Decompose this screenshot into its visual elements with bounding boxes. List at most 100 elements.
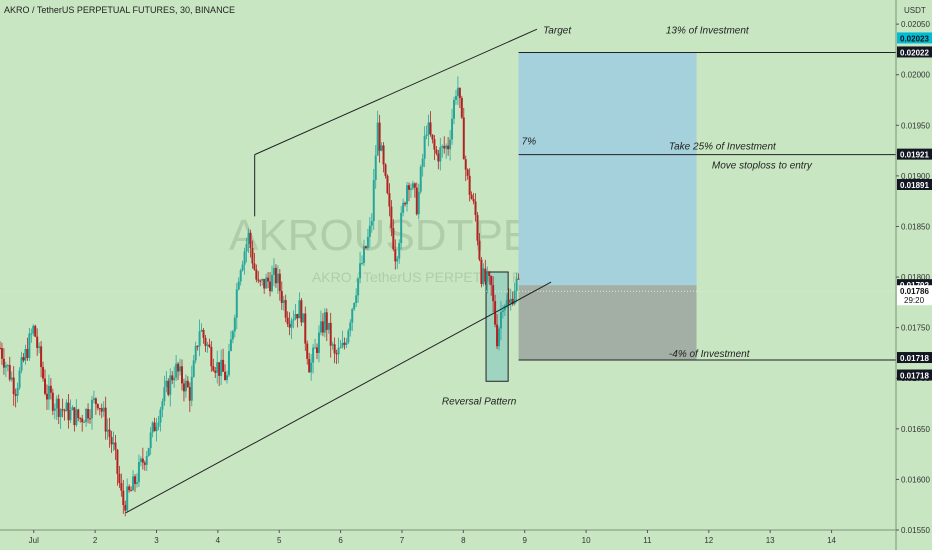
candle-body <box>284 300 287 318</box>
candle-body <box>216 362 219 373</box>
candle-body <box>147 448 150 456</box>
candle-body <box>132 476 135 491</box>
candle-body <box>220 359 223 376</box>
candle-body <box>59 409 62 417</box>
candle-body <box>47 385 50 400</box>
candle-body <box>456 87 459 96</box>
candle-body <box>177 363 180 372</box>
candle-body <box>458 87 461 98</box>
candle-body <box>26 348 29 358</box>
candle-body <box>85 408 88 422</box>
candle-body <box>490 276 493 286</box>
candle-body <box>415 187 418 215</box>
price-label-box <box>897 32 932 44</box>
price-label-box <box>897 178 932 190</box>
candle-body <box>114 442 117 450</box>
candle-body <box>90 399 93 419</box>
candle-body <box>294 314 297 320</box>
price-label-box <box>897 352 932 364</box>
candle-body <box>429 122 432 135</box>
candle-body <box>204 337 207 346</box>
candle-body <box>196 345 199 347</box>
x-tick-label: 14 <box>827 536 836 545</box>
candle-body <box>327 322 330 330</box>
candle-body <box>102 407 105 412</box>
candle-body <box>16 387 19 396</box>
stop-loss-zone <box>518 285 697 361</box>
x-tick-label: 7 <box>400 536 405 545</box>
candle-body <box>79 418 82 420</box>
candle-body <box>10 377 13 380</box>
candle-body <box>225 375 228 380</box>
label-13-percent: 13% of Investment <box>666 25 750 36</box>
x-tick-label: 13 <box>766 536 775 545</box>
candle-body <box>357 278 360 296</box>
candle-body <box>75 409 78 426</box>
candle-body <box>259 280 262 282</box>
candle-body <box>231 331 234 340</box>
price-label: 0.02023 <box>900 34 929 43</box>
candle-body <box>286 317 289 325</box>
candle-body <box>186 380 189 388</box>
candle-body <box>265 277 268 289</box>
candle-body <box>333 344 336 354</box>
candle-body <box>92 398 95 400</box>
candle-body <box>145 455 148 465</box>
countdown-label: 29:20 <box>904 296 925 305</box>
candle-body <box>53 408 56 411</box>
candle-body <box>380 145 383 151</box>
y-tick-label: 0.01750 <box>901 324 930 333</box>
price-label-box <box>897 46 932 58</box>
candle-body <box>298 300 301 319</box>
candle-body <box>447 145 450 150</box>
candle-body <box>210 346 213 367</box>
candle-body <box>110 436 113 445</box>
candle-body <box>499 311 502 329</box>
y-tick-label: 0.01950 <box>901 121 930 130</box>
candle-body <box>329 322 332 346</box>
candle-body <box>421 158 424 167</box>
price-label-box <box>897 285 932 306</box>
candle-body <box>188 387 191 401</box>
y-tick-label: 0.01800 <box>901 273 930 282</box>
candle-body <box>116 449 119 474</box>
candle-body <box>364 246 367 249</box>
candle-body <box>341 342 344 348</box>
candle-body <box>44 378 47 394</box>
candle-body <box>153 422 156 432</box>
candle-body <box>435 149 438 154</box>
x-tick-label: 2 <box>93 536 98 545</box>
candle-body <box>218 362 221 376</box>
candle-body <box>480 259 483 285</box>
candle-body <box>171 375 174 381</box>
candle-body <box>472 199 475 202</box>
x-tick-label: Jul <box>29 536 39 545</box>
candle-body <box>384 164 387 176</box>
candle-body <box>137 462 140 483</box>
candle-body <box>159 409 162 423</box>
candle-body <box>419 166 422 192</box>
candle-body <box>198 331 201 347</box>
candle-body <box>396 258 399 262</box>
price-label-box <box>897 148 932 160</box>
candle-body <box>51 392 54 411</box>
candle-body <box>282 300 285 303</box>
candle-body <box>227 351 230 376</box>
candle-body <box>402 202 405 213</box>
price-label: 0.01718 <box>900 372 929 381</box>
candle-body <box>269 281 272 292</box>
candle-body <box>476 214 479 241</box>
x-tick-label: 11 <box>643 536 652 545</box>
candle-body <box>355 295 358 304</box>
y-tick-label: 0.01650 <box>901 425 930 434</box>
candle-body <box>482 268 485 285</box>
candle-body <box>200 329 203 332</box>
candle-body <box>0 348 3 359</box>
candle-body <box>106 429 109 432</box>
candle-body <box>406 185 409 205</box>
candle-body <box>263 278 266 289</box>
candle-body <box>249 232 252 248</box>
candle-body <box>462 117 465 160</box>
